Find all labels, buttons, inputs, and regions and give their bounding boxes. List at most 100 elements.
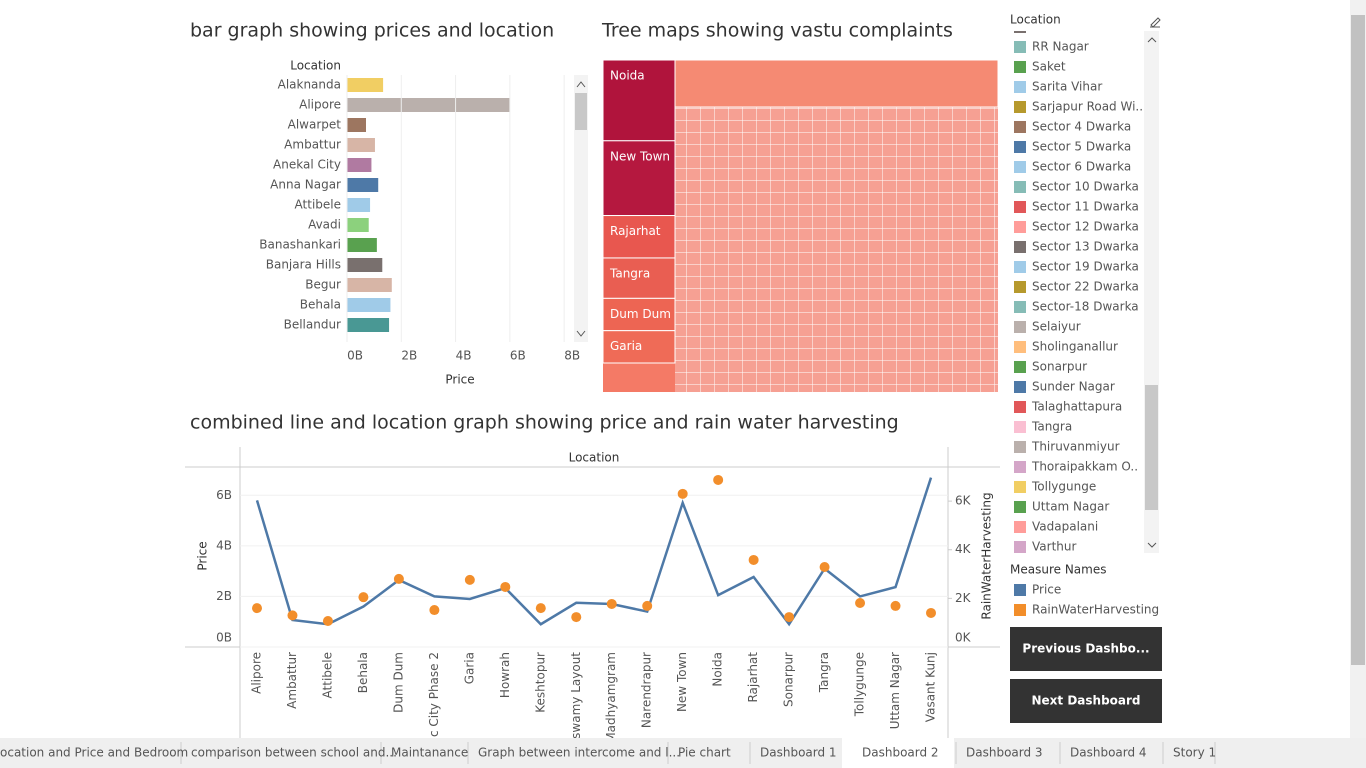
treemap-cell [602, 140, 676, 217]
y-tick-label: 4B [216, 538, 232, 552]
bar [347, 278, 392, 292]
axis-header: Location [290, 59, 341, 73]
tab[interactable]: Dashboard 1 [760, 746, 837, 760]
legend-swatch [1014, 604, 1026, 616]
bar [347, 218, 369, 232]
rain-point [748, 554, 759, 565]
legend-entry: Sector 5 Dwarka [1032, 140, 1131, 154]
bar [347, 258, 383, 272]
tab-bar [0, 738, 1366, 768]
rain-point [784, 612, 795, 623]
bar [347, 178, 379, 192]
scrollbar[interactable] [574, 75, 588, 342]
legend-swatch [1014, 201, 1026, 213]
axis-title: RainWaterHarvesting [980, 492, 994, 619]
scroll-thumb[interactable] [575, 93, 587, 130]
scroll-arrows[interactable] [1147, 37, 1157, 548]
rain-point [571, 612, 582, 623]
tab[interactable]: Dashboard 4 [1070, 746, 1147, 760]
legend-entry: Sector 6 Dwarka [1032, 160, 1131, 174]
page-scroll-thumb[interactable] [1351, 15, 1365, 665]
legend: Richmond Town RR Nagar Saket Sarita Vihar Sa… [1014, 31, 1143, 553]
category-label: Banashankari [259, 238, 341, 252]
treemap: Noida New Town Rajarhat Tangra Dum Dum Garia [602, 59, 676, 364]
tab[interactable]: Graph between intercome and l... [478, 746, 680, 760]
legend-entry: RainWaterHarvesting [1032, 603, 1159, 617]
tab[interactable]: ocation and Price and Bedroom [0, 746, 188, 760]
legend-entry: Sector-18 Dwarka [1032, 300, 1139, 314]
tab[interactable]: Pie chart [678, 746, 731, 760]
rain-point [500, 581, 511, 592]
legend-entry: Sector 19 Dwarka [1032, 260, 1139, 274]
rain-point [890, 600, 901, 611]
x-tick-label: Dum Dum [391, 652, 405, 713]
treemap-title: Tree maps showing vastu complaints [601, 20, 953, 42]
x-tick-label: Attibele [320, 652, 334, 698]
category-label: Begur [305, 278, 341, 292]
rain-point [819, 562, 830, 573]
cell-label: Garia [610, 339, 642, 353]
tab[interactable]: Maintanance [391, 746, 468, 760]
legend-swatch [1014, 501, 1026, 513]
nav-button[interactable] [1010, 627, 1162, 671]
x-tick-label: Garia [462, 652, 476, 684]
axis-header: Location [569, 451, 620, 465]
x-tick-label: Vasant Kunj [924, 652, 938, 722]
cell-label: Dum Dum [610, 307, 671, 321]
y2-tick-label: 6K [955, 494, 972, 508]
legend-entry: Selaiyur [1032, 320, 1081, 334]
y2-tick-label: 0K [955, 631, 972, 645]
bar [347, 198, 371, 212]
tab[interactable]: Dashboard 2 [862, 746, 939, 760]
rain-point [535, 603, 546, 614]
legend-entry: Sector 13 Dwarka [1032, 240, 1139, 254]
cell-label: Rajarhat [610, 224, 661, 238]
tab[interactable]: Story 1 [1173, 746, 1216, 760]
legend-swatch [1014, 141, 1026, 153]
y2-tick-label: 2K [955, 591, 972, 605]
tab[interactable]: comparison between school and... [191, 746, 397, 760]
x-tick-label: 0B [347, 349, 363, 363]
legend-entry: Sarjapur Road Wi.. [1032, 100, 1143, 114]
legend-swatch [1014, 121, 1026, 133]
scroll-thumb[interactable] [1145, 385, 1158, 510]
legend-swatch [1014, 361, 1026, 373]
legend-entry: Sector 12 Dwarka [1032, 220, 1139, 234]
rain-point [855, 597, 866, 608]
legend-swatch [1014, 161, 1026, 173]
combo-title: combined line and location graph showing… [190, 412, 899, 434]
legend-title: Location [1010, 13, 1061, 27]
y-tick-label: 6B [216, 488, 232, 502]
nav-button-label[interactable]: Next Dashboard [1031, 694, 1140, 708]
rain-point [926, 607, 936, 618]
rain-point [358, 592, 369, 603]
legend-entry: Saket [1032, 60, 1066, 74]
legend-swatch [1014, 241, 1026, 253]
category-label: Avadi [308, 218, 341, 232]
tabs: ocation and Price and Bedroom comparison … [0, 738, 1216, 768]
bar [347, 98, 510, 112]
axis-title: Price [445, 373, 474, 387]
legend-entry: Sonarpur [1032, 360, 1087, 374]
bar [347, 138, 375, 152]
bar [347, 158, 372, 172]
y-tick-label: 2B [216, 589, 232, 603]
rain-point [606, 598, 617, 609]
x-tick-label: Tangra [817, 652, 831, 693]
nav-button-label[interactable]: Previous Dashbo... [1022, 642, 1149, 656]
category-label: Banjara Hills [266, 258, 341, 272]
cell-label: New Town [610, 149, 670, 163]
legend-entry: Sholinganallur [1032, 340, 1118, 354]
edit-icon[interactable] [1150, 17, 1161, 28]
x-tick-label: Sonarpur [782, 652, 796, 707]
x-tick-label: Keshtopur [533, 652, 547, 713]
scroll-arrows[interactable] [576, 81, 586, 337]
x-tick-label: New Town [675, 652, 689, 712]
legend-entry: Thiruvanmiyur [1031, 440, 1120, 454]
cell-label: Noida [610, 69, 645, 83]
tab[interactable]: Dashboard 3 [966, 746, 1043, 760]
cell-label: Tangra [609, 266, 650, 280]
category-label: Behala [300, 298, 341, 312]
x-tick-label: Uttam Nagar [888, 652, 902, 729]
nav-button[interactable] [1010, 679, 1162, 723]
